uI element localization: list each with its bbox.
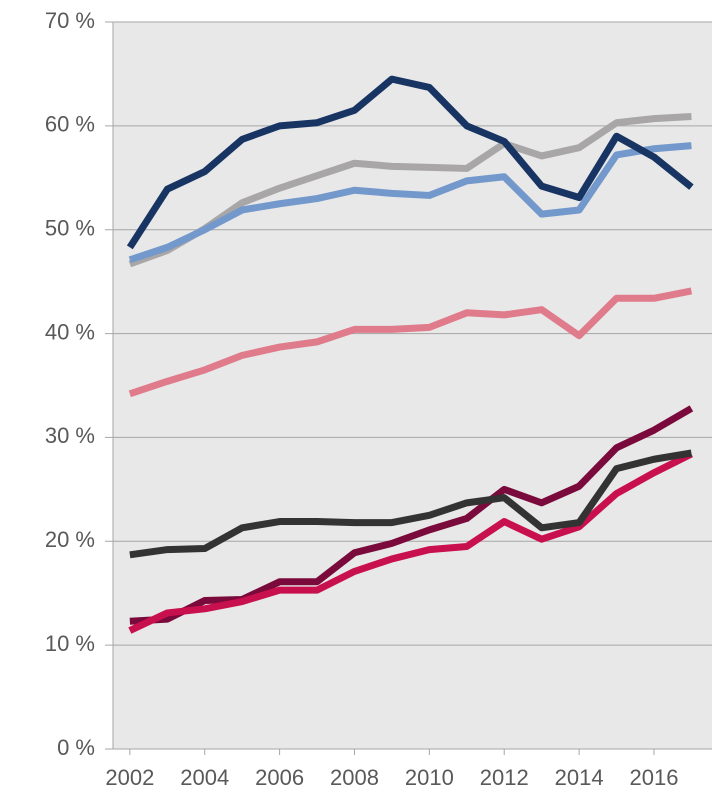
x-tick-label: 2004 bbox=[180, 765, 229, 790]
x-tick-label: 2006 bbox=[255, 765, 304, 790]
y-tick-label: 70 % bbox=[45, 8, 95, 33]
y-tick-label: 30 % bbox=[45, 423, 95, 448]
line-series bbox=[129, 405, 694, 625]
line-series bbox=[128, 113, 692, 268]
y-tick-label: 40 % bbox=[45, 319, 95, 344]
y-tick-label: 0 % bbox=[57, 735, 95, 760]
y-tick-label: 10 % bbox=[45, 631, 95, 656]
x-tick-label: 2014 bbox=[555, 765, 604, 790]
line-series bbox=[128, 287, 693, 398]
line-series bbox=[129, 449, 692, 559]
x-tick-label: 2016 bbox=[629, 765, 678, 790]
x-tick-label: 2002 bbox=[105, 765, 154, 790]
y-tick-label: 60 % bbox=[45, 112, 95, 137]
y-tick-label: 20 % bbox=[45, 527, 95, 552]
x-tick-label: 2008 bbox=[330, 765, 379, 790]
x-tick-label: 2010 bbox=[405, 765, 454, 790]
plot-area bbox=[113, 22, 712, 749]
line-series bbox=[128, 142, 692, 264]
y-tick-label: 50 % bbox=[45, 216, 95, 241]
line-series bbox=[128, 450, 693, 634]
line-series bbox=[126, 75, 694, 250]
x-tick-label: 2012 bbox=[480, 765, 529, 790]
